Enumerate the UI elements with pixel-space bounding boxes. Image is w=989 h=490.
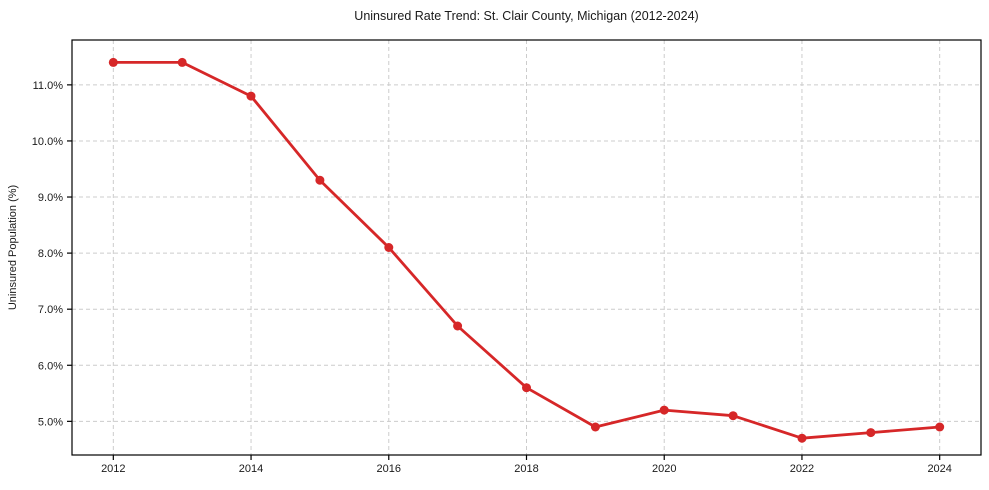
data-point [935,422,945,432]
data-point [384,243,394,252]
y-tick-label: 9.0% [38,192,63,204]
data-point [246,91,256,101]
data-point [797,433,807,443]
x-tick-label: 2022 [790,463,814,475]
data-point [453,321,463,331]
data-point [315,175,325,185]
y-tick-label: 6.0% [38,360,63,372]
data-point [590,422,600,432]
y-tick-label: 7.0% [38,304,63,316]
data-point [728,411,738,421]
data-point [866,428,876,438]
x-tick-label: 2020 [652,463,676,475]
y-tick-label: 5.0% [38,416,63,428]
chart-title: Uninsured Rate Trend: St. Clair County, … [354,9,698,23]
x-tick-label: 2016 [377,463,401,475]
y-tick-label: 8.0% [38,248,63,260]
x-tick-label: 2012 [101,463,125,475]
series-layer [108,57,945,443]
y-tick-label: 11.0% [33,80,64,92]
data-point [522,383,531,393]
data-point [659,405,669,415]
data-point [108,57,118,67]
grid-layer [72,40,981,455]
y-axis-label: Uninsured Population (%) [7,185,19,310]
axis-layer: 5.0% 6.0% 7.0% 8.0% 9.0% 10.0% 11.0% 2012 2014 20… [32,39,982,475]
data-point [177,57,187,67]
y-tick-label: 10.0% [32,136,63,148]
x-tick-label: 2014 [239,463,263,475]
x-tick-label: 2024 [927,463,951,475]
x-tick-label: 2018 [514,463,538,475]
